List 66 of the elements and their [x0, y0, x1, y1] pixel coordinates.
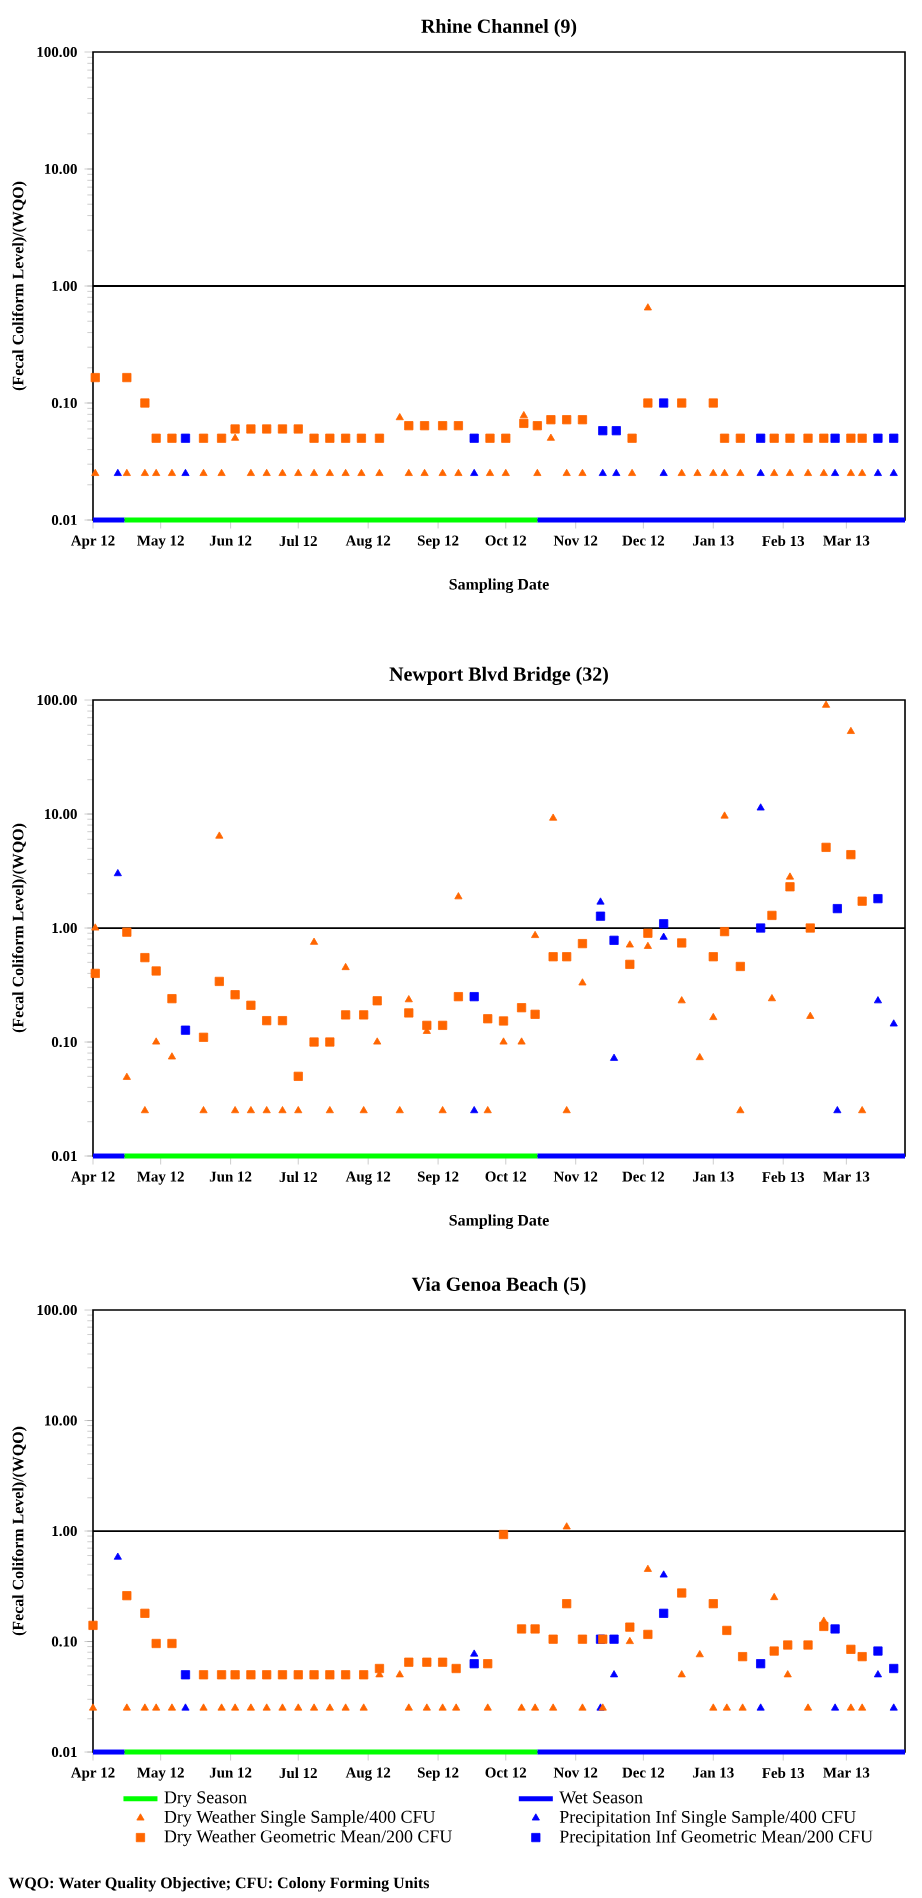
- x-tick-label: Mar 13: [823, 535, 870, 546]
- x-tick-label: Mar 13: [823, 1767, 870, 1778]
- x-tick-label: Dec 12: [622, 1171, 665, 1182]
- x-tick-label: Feb 13: [762, 1767, 805, 1779]
- x-tick-label: Aug 12: [345, 1171, 391, 1185]
- x-tick-label: Jan 13: [692, 1171, 734, 1182]
- x-axis-title: Sampling Date: [449, 1214, 549, 1230]
- text: WQO: Water Quality Objective; CFU: Colony Forming Units: [8, 1877, 430, 1892]
- x-tick-label: Nov 12: [553, 535, 598, 546]
- legend-label: Dry Season: [164, 1791, 247, 1808]
- legend-label: Precipitation Inf Geometric Mean/200 CFU: [559, 1829, 873, 1847]
- x-tick-label: Aug 12: [345, 535, 391, 549]
- y-tick-label: 10.00: [45, 163, 77, 175]
- legend-label: Dry Weather Single Sample/400 CFU: [164, 1810, 436, 1827]
- x-tick-label: Sep 12: [417, 1767, 459, 1781]
- x-tick-label: Apr 12: [70, 1171, 115, 1185]
- y-tick-label: 1.00: [52, 922, 77, 934]
- chart-title: Newport Blvd Bridge (32): [389, 666, 608, 686]
- y-tick-label: 0.10: [51, 397, 77, 409]
- y-axis-title: (Fecal Coliform Level)/(WQO): [12, 181, 27, 391]
- x-tick-label: Apr 12: [70, 1767, 115, 1781]
- x-tick-label: Nov 12: [553, 1767, 598, 1778]
- y-tick-label: 10.00: [45, 1415, 77, 1426]
- x-tick-label: Jan 13: [692, 535, 734, 546]
- x-tick-label: Dec 12: [622, 1767, 665, 1778]
- x-tick-label: Apr 12: [70, 535, 115, 549]
- y-axis-title: (Fecal Coliform Level)/(WQO): [12, 823, 27, 1033]
- x-tick-label: Nov 12: [553, 1171, 598, 1182]
- x-tick-label: Feb 13: [762, 1171, 805, 1183]
- x-tick-label: May 12: [137, 1171, 184, 1185]
- x-tick-label: Sep 12: [417, 1171, 459, 1185]
- x-tick-label: May 12: [137, 1767, 184, 1781]
- y-tick-label: 100.00: [37, 46, 77, 58]
- x-tick-label: Oct 12: [485, 535, 527, 546]
- x-tick-label: Oct 12: [485, 1767, 527, 1778]
- x-tick-label: Jan 13: [692, 1767, 734, 1778]
- chart-title: Rhine Channel (9): [421, 18, 577, 38]
- y-tick-label: 1.00: [52, 1525, 77, 1537]
- y-tick-label: 100.00: [37, 1304, 77, 1316]
- legend-label: Precipitation Inf Single Sample/400 CFU: [559, 1810, 856, 1827]
- x-tick-label: Mar 13: [823, 1171, 870, 1182]
- y-tick-label: 1.00: [52, 280, 77, 292]
- x-tick-label: Jul 12: [279, 535, 317, 547]
- y-tick-label: 100.00: [37, 694, 77, 706]
- y-axis-title: (Fecal Coliform Level)/(WQO): [12, 1426, 27, 1636]
- x-tick-label: Jun 12: [209, 1171, 252, 1182]
- y-tick-label: 0.10: [51, 1636, 77, 1647]
- x-axis-title: Sampling Date: [449, 578, 549, 594]
- x-tick-label: Oct 12: [485, 1171, 527, 1182]
- y-tick-label: 0.01: [51, 1746, 77, 1758]
- x-tick-label: May 12: [137, 535, 184, 549]
- legend-label: Dry Weather Geometric Mean/200 CFU: [164, 1829, 452, 1847]
- chart-title: Via Genoa Beach (5): [411, 1276, 586, 1296]
- x-tick-label: Jul 12: [279, 1767, 317, 1779]
- x-tick-label: Jun 12: [209, 535, 252, 546]
- x-tick-label: Jul 12: [279, 1171, 317, 1183]
- y-tick-label: 0.01: [51, 514, 77, 526]
- x-tick-label: Dec 12: [622, 535, 665, 546]
- x-tick-label: Aug 12: [345, 1767, 391, 1781]
- x-tick-label: Jun 12: [209, 1767, 252, 1778]
- x-tick-label: Sep 12: [417, 535, 459, 549]
- y-tick-label: 0.01: [51, 1150, 77, 1162]
- x-tick-label: Feb 13: [762, 535, 805, 547]
- y-tick-label: 10.00: [45, 808, 77, 820]
- y-tick-label: 0.10: [51, 1036, 77, 1048]
- legend-label: Wet Season: [559, 1791, 643, 1804]
